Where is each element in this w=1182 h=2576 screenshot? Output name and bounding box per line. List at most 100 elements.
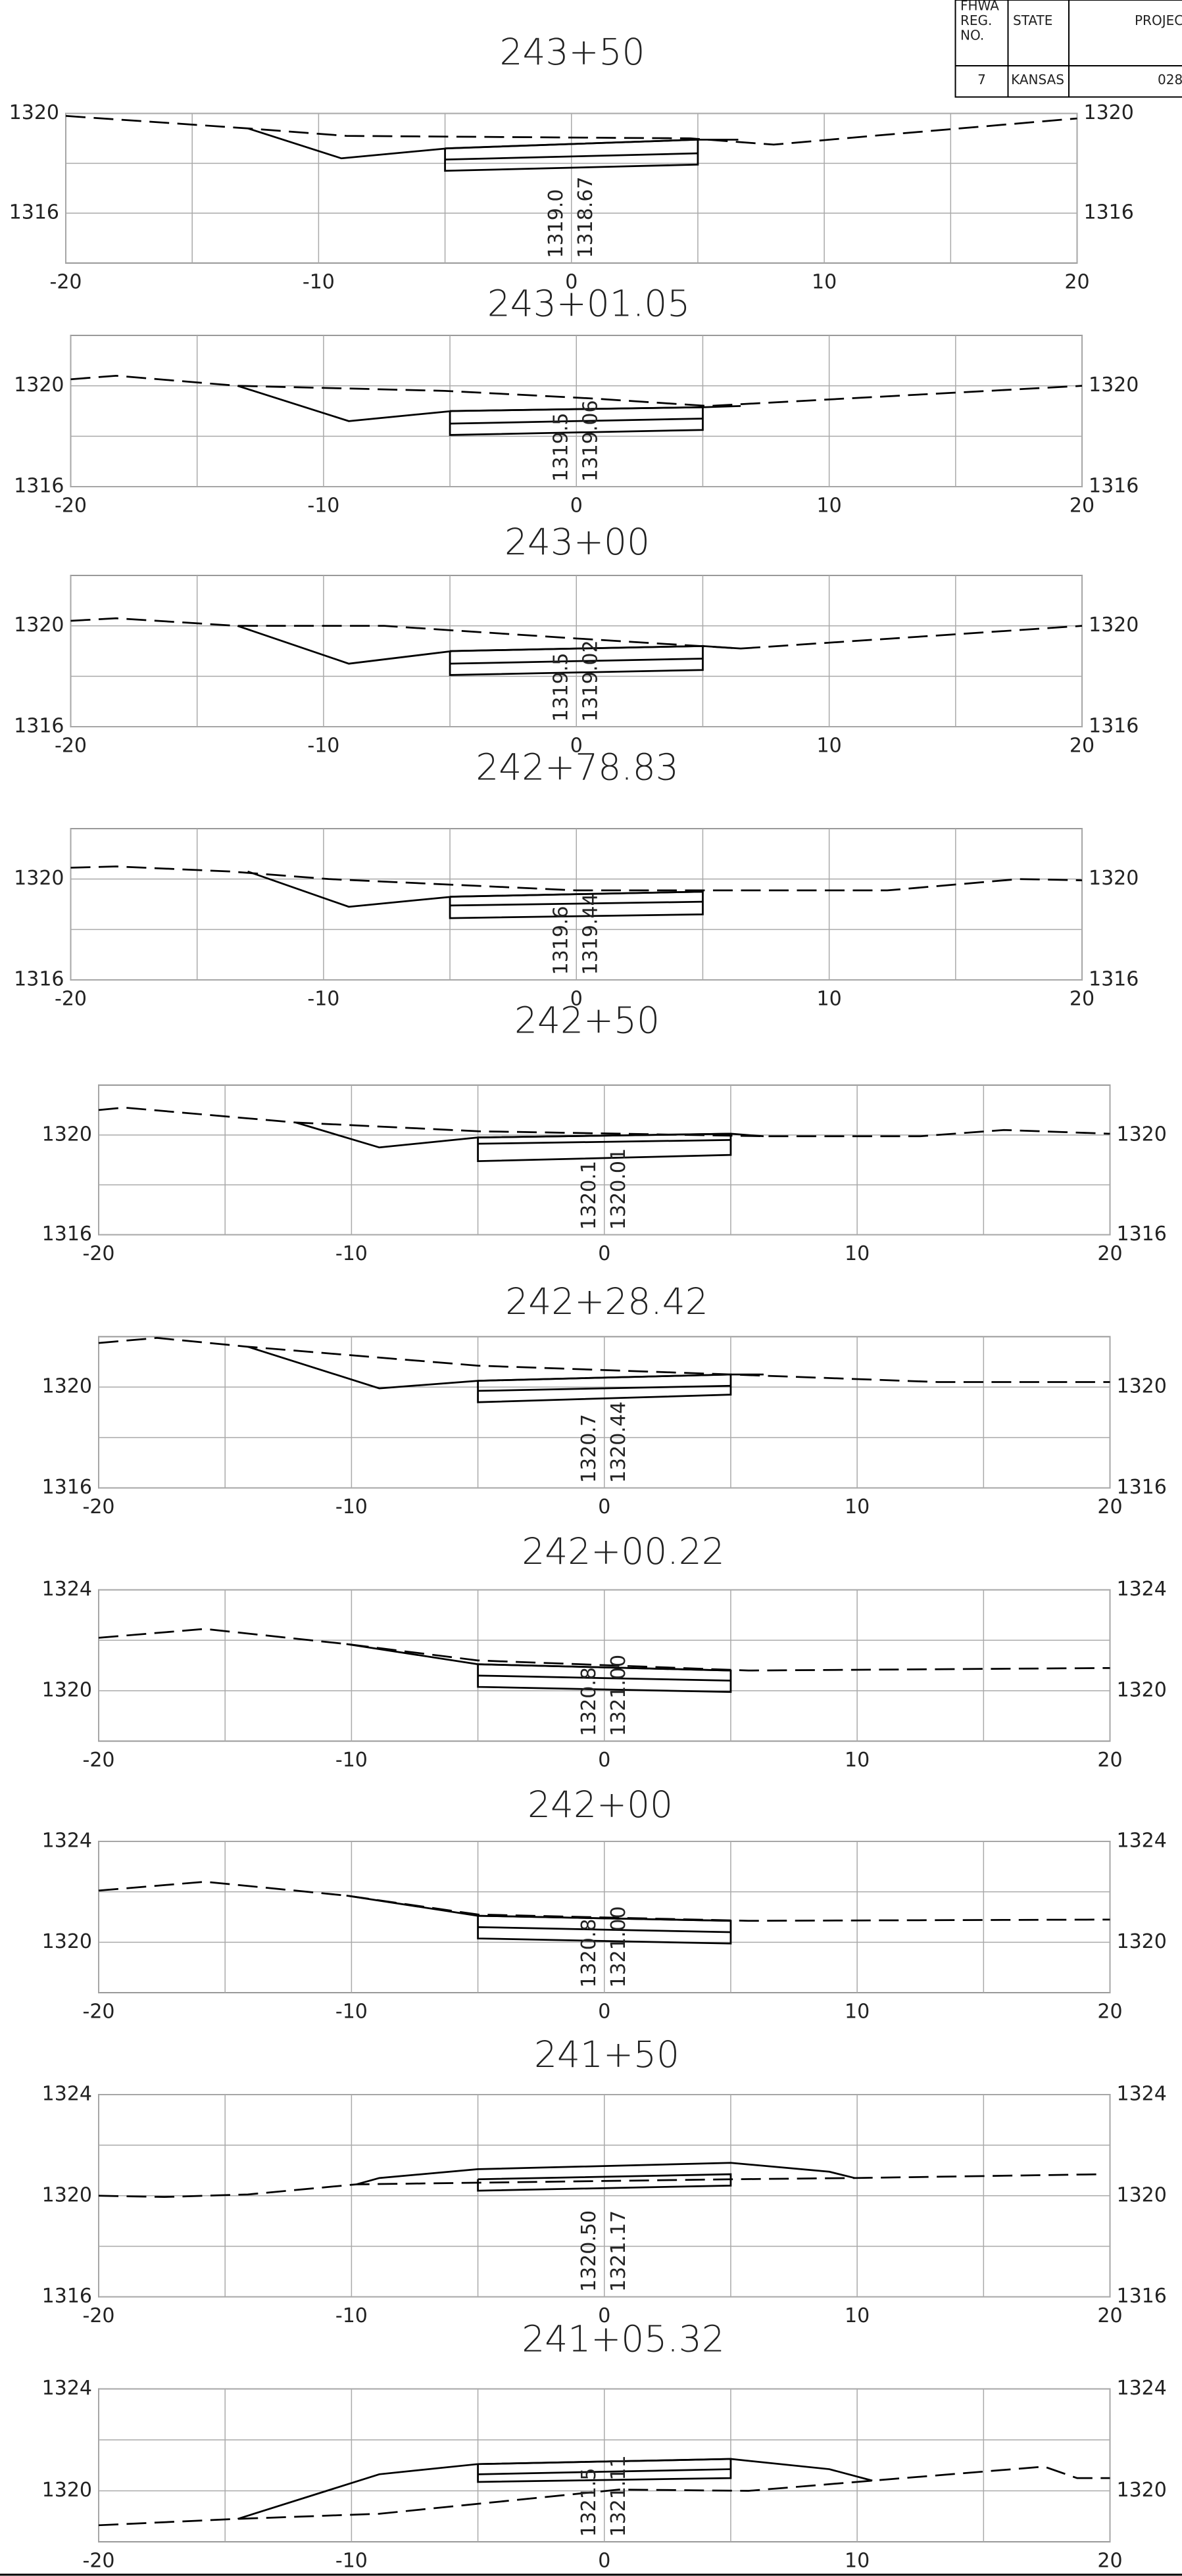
proposed-section: [449, 644, 704, 676]
title-block-header: STATE: [1013, 12, 1052, 28]
proposed-section: [478, 1139, 731, 1145]
elevation-annotation: 1321.00: [607, 1655, 630, 1736]
x-tick-label: 10: [845, 2304, 870, 2327]
x-tick-label: 10: [845, 2549, 870, 2572]
x-tick-label: -10: [335, 1749, 368, 1772]
proposed-section: [477, 2173, 732, 2192]
elevation-annotation: 1318.67: [574, 176, 597, 258]
section-title: 243+01.05: [487, 282, 691, 324]
x-tick-label: 20: [1064, 271, 1089, 294]
elevation-annotation: 1320.7: [578, 1414, 601, 1483]
x-tick-label: 0: [598, 1749, 610, 1772]
proposed-section: [477, 1663, 732, 1693]
proposed-section: [450, 900, 703, 907]
elevation-annotation: 1320.8: [578, 1667, 601, 1736]
proposed-section: [449, 890, 704, 919]
existing-ground: [98, 2466, 1110, 2527]
x-tick-label: -10: [335, 1242, 368, 1265]
x-tick-label: -10: [335, 2000, 368, 2023]
y-tick-label: 1320: [42, 2479, 92, 2502]
y-tick-label: 1320: [14, 867, 64, 890]
y-tick-label: 1320: [42, 1123, 92, 1146]
y-tick-label: 1324: [42, 1829, 92, 1852]
proposed-section: [477, 1914, 732, 1945]
elevation-annotation: 1320.1: [578, 1161, 601, 1230]
y-tick-label-right: 1316: [1089, 968, 1139, 991]
y-tick-label-right: 1320: [1089, 614, 1139, 637]
x-tick-label: 20: [1070, 735, 1095, 758]
y-tick-label: 1316: [42, 1476, 92, 1499]
x-tick-label: 0: [598, 2549, 610, 2572]
x-tick-label: 20: [1070, 495, 1095, 518]
x-tick-label: 10: [845, 1495, 870, 1519]
y-tick-label-right: 1316: [1117, 2285, 1167, 2308]
elevation-annotation: 1321.00: [607, 1906, 630, 1987]
y-tick-label: 1320: [42, 1678, 92, 1701]
proposed-section: [356, 2162, 855, 2185]
y-tick-label-right: 1320: [1117, 2183, 1167, 2206]
title-block-header: NO.: [960, 28, 984, 43]
elevation-annotation: 1319.06: [579, 400, 602, 481]
existing-ground: [98, 1628, 1110, 1672]
x-tick-label: 20: [1070, 988, 1095, 1011]
elevation-annotation: 1320.01: [607, 1148, 630, 1230]
x-tick-label: 0: [570, 735, 583, 758]
y-tick-label-right: 1320: [1117, 2479, 1167, 2502]
x-tick-label: -10: [307, 988, 339, 1011]
title-block-value: KANSAS: [1011, 72, 1064, 87]
section-title: 242+00.22: [522, 1530, 725, 1572]
y-tick-label-right: 1320: [1117, 1375, 1167, 1398]
y-tick-label: 1316: [14, 715, 64, 738]
x-tick-label: 10: [812, 271, 837, 294]
x-tick-label: -20: [83, 2000, 115, 2023]
y-tick-label: 1316: [9, 201, 59, 224]
y-tick-label: 1324: [42, 2082, 92, 2105]
y-tick-label-right: 1320: [1089, 867, 1139, 890]
proposed-section: [247, 870, 703, 908]
section-title: 243+50: [499, 31, 645, 73]
x-tick-label: -20: [83, 2549, 115, 2572]
title-block-value: 7: [977, 72, 986, 87]
x-tick-label: 20: [1097, 2549, 1122, 2572]
x-tick-label: -20: [83, 1749, 115, 1772]
x-tick-label: -20: [83, 1495, 115, 1519]
proposed-section: [449, 406, 704, 436]
x-tick-label: 20: [1097, 2304, 1122, 2327]
section-title: 241+05.32: [522, 2318, 725, 2360]
elevation-annotation: 1319.5: [549, 413, 572, 482]
proposed-section: [444, 138, 699, 172]
x-tick-label: 20: [1097, 1749, 1122, 1772]
title-block-frame: [954, 0, 1182, 98]
x-tick-label: -20: [50, 271, 82, 294]
section-title: 242+00: [528, 1784, 673, 1826]
y-tick-label-right: 1316: [1089, 715, 1139, 738]
y-tick-label-right: 1316: [1084, 201, 1134, 224]
y-tick-label: 1320: [14, 614, 64, 637]
y-tick-label: 1320: [42, 2183, 92, 2206]
x-tick-label: 0: [598, 1242, 610, 1265]
y-tick-label-right: 1320: [1084, 101, 1134, 124]
elevation-annotation: 1320.50: [578, 2210, 601, 2292]
section-title: 242+78.83: [476, 746, 679, 788]
x-tick-label: 0: [598, 2304, 610, 2327]
section-title: 242+50: [514, 999, 660, 1041]
x-tick-label: -10: [335, 1495, 368, 1519]
y-tick-label: 1320: [9, 101, 59, 124]
x-tick-label: -10: [307, 495, 339, 518]
y-tick-label-right: 1320: [1117, 1930, 1167, 1953]
proposed-section: [478, 2468, 731, 2475]
title-block-header: REG.: [960, 12, 992, 28]
elevation-annotation: 1319.5: [549, 653, 572, 722]
proposed-section: [478, 1384, 731, 1392]
y-tick-label: 1316: [14, 968, 64, 991]
proposed-section: [478, 1674, 731, 1682]
y-tick-label-right: 1324: [1117, 2082, 1167, 2105]
elevation-annotation: 1321.5: [578, 2468, 601, 2537]
y-tick-label: 1324: [42, 1578, 92, 1601]
existing-ground: [70, 617, 1083, 650]
y-tick-label-right: 1320: [1117, 1678, 1167, 1701]
x-tick-label: 10: [817, 735, 842, 758]
y-tick-label-right: 1320: [1117, 1123, 1167, 1146]
proposed-section: [477, 2458, 732, 2483]
x-tick-label: -20: [83, 1242, 115, 1265]
